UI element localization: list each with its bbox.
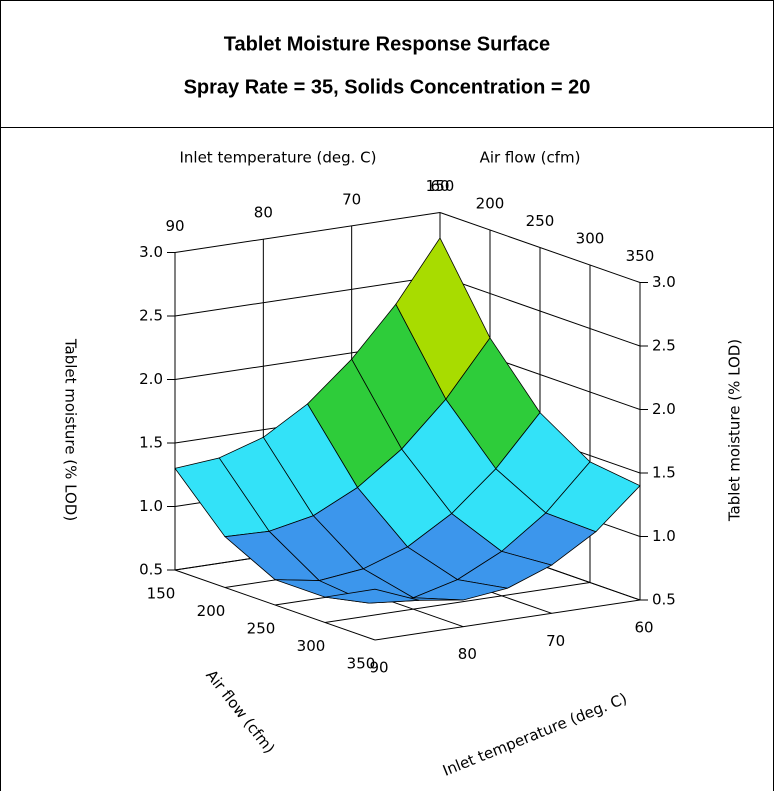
grid-line: [174, 275, 441, 317]
z-tick-label: 3.0: [652, 273, 676, 291]
surface-cell: [324, 588, 420, 604]
z-axis-title: Tablet moisture (% LOD): [62, 338, 80, 521]
z-tick-label: 2.5: [652, 337, 676, 355]
y-axis-title: Air flow (cfm): [202, 666, 278, 757]
y-tick-label: 300: [576, 230, 605, 248]
y-tick-label: 150: [147, 585, 176, 603]
y-tick-label: 200: [476, 195, 505, 213]
z-tick-label: 2.5: [139, 307, 163, 325]
z-axis-title: Tablet moisture (% LOD): [726, 339, 744, 522]
z-tick-label: 1.5: [652, 464, 676, 482]
chart-subtitle: Spray Rate = 35, Solids Concentration = …: [184, 76, 591, 98]
x-tick-label: 80: [254, 204, 273, 222]
z-tick-label: 3.0: [139, 243, 163, 261]
z-tick-label: 1.0: [652, 527, 676, 545]
x-axis-title: Inlet temperature (deg. C): [179, 149, 376, 167]
y-tick-label: 250: [526, 212, 555, 230]
title-box: [0, 0, 774, 128]
y-tick-label: 350: [347, 655, 376, 673]
chart-title: Tablet Moisture Response Surface: [224, 33, 550, 55]
x-tick-label: 90: [165, 217, 184, 235]
grid-line: [324, 582, 591, 623]
x-tick-label: 80: [458, 645, 477, 663]
z-tick-label: 1.5: [139, 434, 163, 452]
z-tick-label: 0.5: [139, 561, 163, 579]
y-tick-label: 350: [626, 247, 655, 265]
x-tick-label: 60: [634, 619, 653, 637]
grid-line: [374, 599, 641, 641]
x-tick-label: 70: [342, 190, 361, 208]
x-tick-label: 60: [430, 177, 449, 195]
y-tick-label: 250: [247, 620, 276, 638]
z-tick-label: 2.0: [652, 400, 676, 418]
y-tick-label: 200: [197, 602, 226, 620]
x-axis-title: Inlet temperature (deg. C): [440, 689, 629, 779]
z-tick-label: 1.0: [139, 497, 163, 515]
z-tick-label: 2.0: [139, 370, 163, 388]
grid-line: [174, 212, 441, 253]
y-tick-label: 300: [297, 637, 326, 655]
y-axis-title: Air flow (cfm): [480, 149, 581, 167]
x-tick-label: 70: [546, 632, 565, 650]
x-tick-label: 90: [369, 659, 388, 677]
y-tick-label: 150: [426, 177, 455, 195]
z-tick-label: 0.5: [652, 591, 676, 609]
